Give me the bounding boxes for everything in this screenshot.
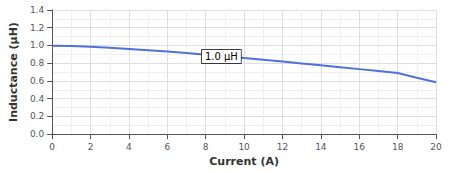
svg-text:1.0: 1.0 <box>30 40 45 50</box>
svg-text:12: 12 <box>277 142 288 152</box>
svg-text:8: 8 <box>203 142 209 152</box>
svg-text:0.2: 0.2 <box>30 111 44 121</box>
svg-text:4: 4 <box>126 142 132 152</box>
svg-text:14: 14 <box>315 142 327 152</box>
svg-text:Inductance (μH): Inductance (μH) <box>7 22 20 122</box>
svg-text:1.4: 1.4 <box>30 5 45 15</box>
svg-text:1.0 μH: 1.0 μH <box>205 51 238 62</box>
svg-text:6: 6 <box>164 142 170 152</box>
svg-text:0.4: 0.4 <box>30 94 45 104</box>
svg-text:Current (A): Current (A) <box>209 155 279 168</box>
svg-text:0.0: 0.0 <box>30 129 45 139</box>
svg-text:16: 16 <box>354 142 366 152</box>
svg-text:0: 0 <box>49 142 55 152</box>
svg-text:0.8: 0.8 <box>30 58 45 68</box>
svg-text:2: 2 <box>88 142 94 152</box>
svg-text:10: 10 <box>238 142 250 152</box>
svg-text:18: 18 <box>392 142 404 152</box>
svg-text:20: 20 <box>430 142 442 152</box>
svg-text:1.2: 1.2 <box>30 23 44 33</box>
svg-text:0.6: 0.6 <box>30 76 45 86</box>
